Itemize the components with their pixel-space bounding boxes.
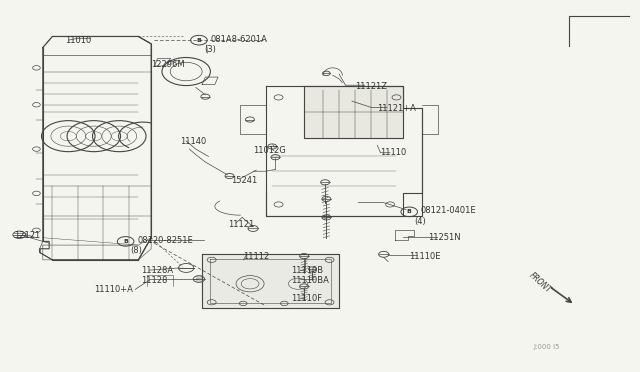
Text: 08121-0401E: 08121-0401E [420,206,476,215]
Text: (3): (3) [204,45,216,54]
Text: 11128A: 11128A [141,266,173,275]
Text: 081A8-6201A: 081A8-6201A [211,35,268,44]
Text: B: B [196,38,202,43]
Text: 11121: 11121 [228,220,254,229]
Text: 15241: 15241 [231,176,257,185]
Text: 11012G: 11012G [253,147,286,155]
Text: 11110BA: 11110BA [291,276,329,285]
Text: B: B [124,239,128,244]
Text: 08120-8251E: 08120-8251E [137,236,193,245]
Text: 11110+A: 11110+A [94,285,132,294]
Text: J:000 I5: J:000 I5 [534,344,560,350]
Text: 11010: 11010 [65,36,92,45]
Polygon shape [304,86,403,138]
Text: 11112: 11112 [244,251,270,261]
Text: 11121+A: 11121+A [378,104,416,113]
Text: 11110F: 11110F [291,294,323,303]
Text: (8): (8) [131,246,143,255]
Text: 11110E: 11110E [409,251,441,261]
Text: 11128: 11128 [141,276,168,285]
Polygon shape [202,254,339,308]
Text: FRONT: FRONT [527,271,552,295]
Text: 11110: 11110 [381,148,407,157]
Text: B: B [407,209,412,214]
Text: 11121Z: 11121Z [355,82,387,91]
Text: 11140: 11140 [180,137,206,146]
Text: 12121: 12121 [14,231,40,240]
Text: 11251N: 11251N [428,233,461,242]
Text: 11110B: 11110B [291,266,323,275]
Text: (4): (4) [414,217,426,225]
Text: 12296M: 12296M [151,60,185,69]
